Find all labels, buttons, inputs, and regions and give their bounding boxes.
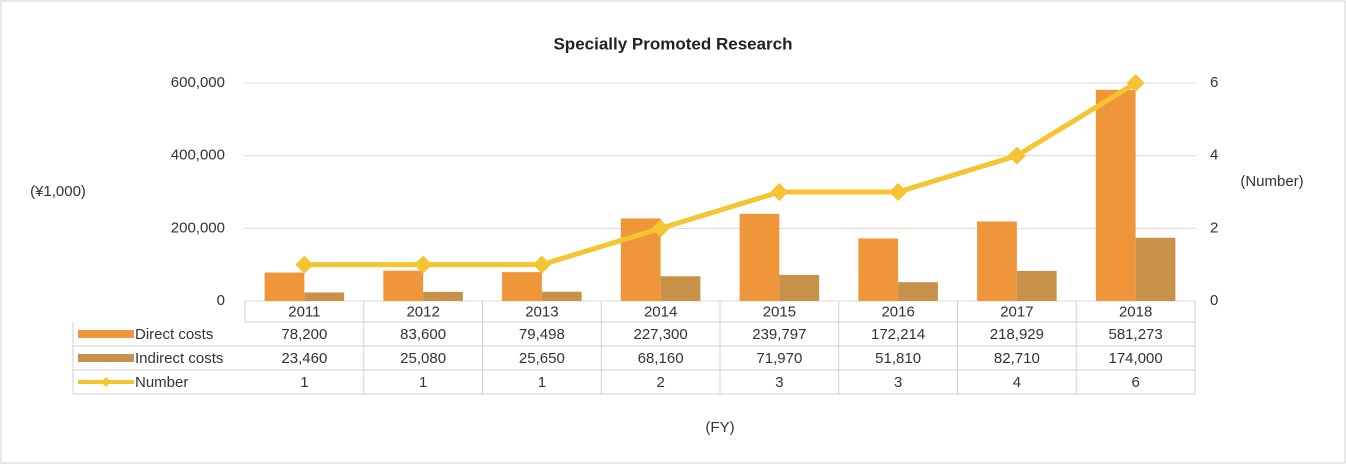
bar (383, 270, 424, 301)
table-value: 2 (656, 374, 664, 391)
table-value: 1 (300, 374, 308, 391)
table-value: 227,300 (634, 326, 688, 343)
bar (1135, 237, 1176, 301)
x-tick-label: 2014 (644, 303, 677, 320)
line-marker (414, 255, 433, 274)
bar (502, 272, 542, 301)
chart-title: Specially Promoted Research (553, 34, 792, 53)
x-tick-label: 2011 (288, 303, 320, 320)
y-tick-label: 600,000 (171, 74, 225, 91)
table-value: 3 (775, 374, 783, 391)
table-value: 79,498 (519, 326, 565, 343)
table-value: 239,797 (752, 326, 806, 343)
line-marker (295, 255, 314, 274)
bar (660, 276, 701, 301)
line-marker (889, 183, 908, 201)
table-value: 83,600 (400, 326, 446, 343)
table-value: 78,200 (281, 326, 327, 343)
y2-tick-label: 0 (1210, 292, 1218, 309)
legend-label: Direct costs (135, 326, 213, 343)
legend-marker (101, 377, 111, 387)
x-tick-label: 2018 (1119, 303, 1152, 320)
x-tick-label: 2016 (881, 303, 914, 320)
x-tick-label: 2013 (525, 303, 558, 320)
y-tick-label: 0 (217, 292, 225, 309)
y-tick-label: 200,000 (171, 219, 225, 236)
y-axis-label: (¥1,000) (30, 183, 86, 200)
legend-swatch (78, 354, 134, 362)
table-value: 71,970 (756, 350, 802, 367)
table-value: 218,929 (990, 326, 1044, 343)
line-marker (770, 183, 789, 201)
bar (1016, 270, 1057, 301)
y-tick-label: 400,000 (171, 147, 225, 164)
table-value: 4 (1013, 374, 1021, 391)
bar (977, 221, 1017, 301)
table-value: 1 (538, 374, 546, 391)
bar (264, 272, 305, 301)
bar (858, 238, 899, 301)
x-tick-label: 2012 (406, 303, 439, 320)
bar (739, 213, 780, 301)
table-value: 23,460 (281, 350, 327, 367)
bar (1095, 89, 1136, 302)
table-value: 6 (1131, 374, 1139, 391)
table-value: 581,273 (1109, 326, 1163, 343)
bar (304, 292, 345, 301)
table-value: 82,710 (994, 350, 1040, 367)
bar (779, 274, 820, 301)
line-marker (532, 255, 551, 274)
y2-tick-label: 2 (1210, 219, 1218, 236)
table-value: 3 (894, 374, 902, 391)
table-value: 1 (419, 374, 427, 391)
y2-tick-label: 4 (1210, 147, 1218, 164)
table-value: 25,650 (519, 350, 565, 367)
line-marker (1007, 146, 1026, 165)
table-value: 174,000 (1109, 350, 1163, 367)
line-marker (651, 219, 670, 238)
x-tick-label: 2015 (763, 303, 796, 320)
legend-swatch (78, 330, 134, 338)
table-value: 68,160 (638, 350, 684, 367)
x-axis-label: (FY) (705, 419, 734, 436)
x-tick-label: 2017 (1000, 303, 1033, 320)
y2-tick-label: 6 (1210, 74, 1218, 91)
y2-axis-label: (Number) (1240, 173, 1303, 190)
table-value: 25,080 (400, 350, 446, 367)
table-value: 51,810 (875, 350, 921, 367)
table-value: 172,214 (871, 326, 925, 343)
line-marker (1126, 74, 1145, 92)
line (304, 80, 1137, 268)
legend-label: Indirect costs (135, 350, 223, 367)
bar (898, 282, 938, 301)
bar (541, 291, 582, 301)
legend-label: Number (135, 374, 188, 391)
bar (423, 291, 463, 301)
